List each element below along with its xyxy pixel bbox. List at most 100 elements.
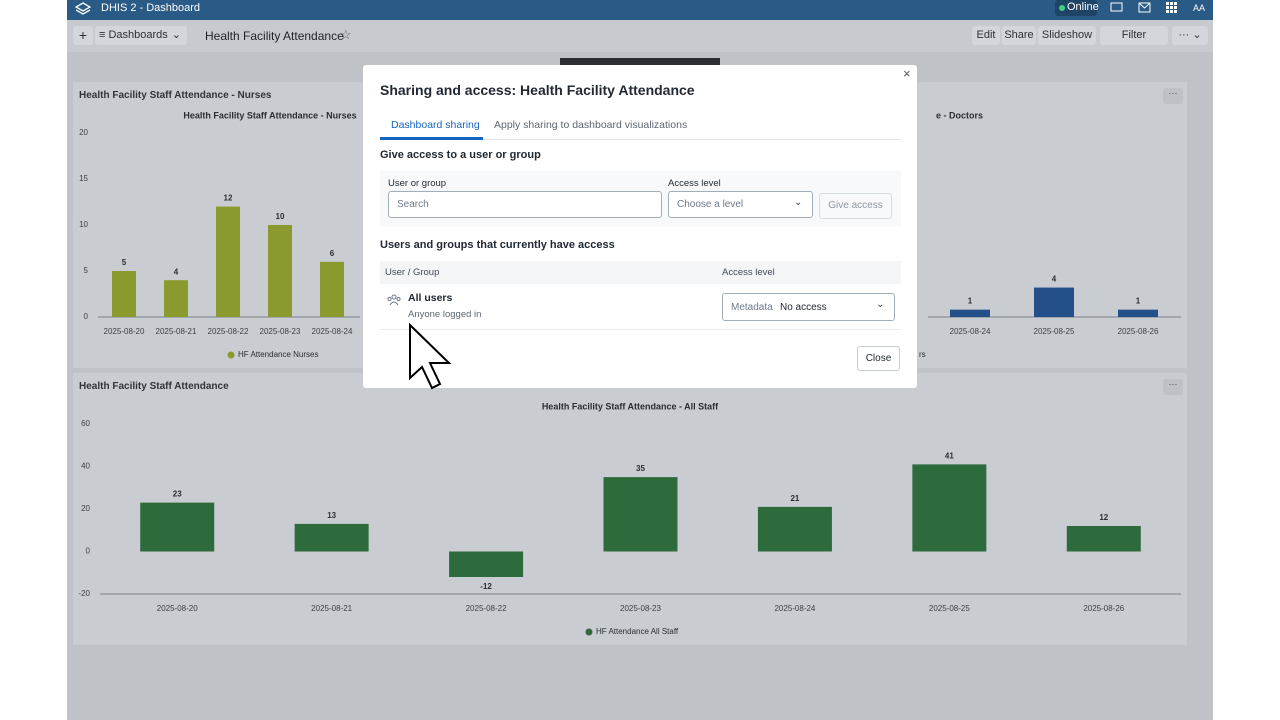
user-initials[interactable]: AA — [1193, 3, 1206, 13]
bar — [1066, 526, 1141, 552]
x-tick-label: 2025-08-23 — [620, 604, 661, 613]
give-access-button[interactable]: Give access — [819, 193, 892, 219]
y-tick-label: 20 — [79, 128, 88, 137]
data-label: -12 — [480, 582, 492, 591]
section-heading: Users and groups that currently have acc… — [380, 239, 615, 251]
legend-label: HF Attendance Nurses — [238, 350, 318, 359]
bar — [950, 309, 990, 317]
y-tick-label: 10 — [79, 220, 88, 229]
legend-label: HF Attendance All Staff — [596, 627, 679, 636]
x-tick-label: 2025-08-21 — [311, 604, 352, 613]
modal-title: Sharing and access: Health Facility Atte… — [380, 82, 695, 98]
data-label: 5 — [122, 258, 127, 267]
slideshow-button[interactable]: Slideshow — [1038, 26, 1096, 45]
tab[interactable]: Dashboard sharing — [391, 119, 480, 131]
bar — [216, 206, 240, 317]
bar — [603, 477, 678, 552]
share-button[interactable]: Share — [1002, 26, 1036, 45]
x-tick-label: 2025-08-23 — [260, 327, 301, 336]
apps-icon[interactable] — [1166, 2, 1177, 13]
bar — [140, 502, 215, 552]
dashboards-label: Dashboards — [108, 29, 168, 41]
bar — [294, 523, 369, 552]
data-label: 23 — [173, 490, 182, 499]
item-title: Health Facility Staff Attendance - Nurse… — [79, 90, 272, 101]
dashboards-menu[interactable]: ≡ Dashboards ⌄ — [95, 26, 187, 45]
x-tick-label: 2025-08-22 — [208, 327, 249, 336]
add-button[interactable]: + — [73, 26, 93, 45]
y-tick-label: 60 — [81, 419, 90, 428]
bar — [912, 464, 987, 552]
y-tick-label: 20 — [81, 504, 90, 513]
search-input[interactable]: Search — [388, 191, 662, 218]
group-icon — [387, 294, 401, 306]
chart-title: Health Facility Staff Attendance - Nurse… — [183, 110, 356, 120]
placeholder: Search — [397, 199, 429, 210]
x-tick-label: 2025-08-24 — [950, 327, 991, 336]
star-icon[interactable]: ☆ — [340, 27, 352, 42]
logo — [75, 2, 91, 15]
bar — [268, 225, 292, 317]
data-label: 12 — [224, 194, 233, 203]
y-tick-label: 15 — [79, 174, 88, 183]
select-prefix: Metadata — [731, 302, 773, 313]
more-button[interactable]: ··· ⌄ — [1172, 26, 1208, 45]
item-menu[interactable]: ··· — [1163, 379, 1183, 395]
header-icons — [1110, 2, 1177, 13]
y-tick-label: -20 — [78, 589, 90, 598]
bar — [1118, 309, 1158, 317]
x-tick-label: 2025-08-21 — [156, 327, 197, 336]
field-label: Access level — [668, 178, 721, 189]
data-label: 1 — [1136, 297, 1141, 306]
field-label: User or group — [388, 178, 447, 189]
legend-label: rs — [919, 350, 926, 359]
data-label: 13 — [327, 511, 336, 520]
edit-button[interactable]: Edit — [972, 26, 1000, 45]
section-heading: Give access to a user or group — [380, 149, 541, 161]
data-label: 4 — [174, 267, 179, 276]
chart-title: e - Doctors — [936, 110, 983, 120]
bar — [449, 551, 524, 577]
filter-button[interactable]: Filter — [1100, 26, 1168, 45]
column-header: Access level — [722, 267, 775, 278]
data-label: 4 — [1052, 275, 1057, 284]
legend-swatch — [585, 628, 593, 636]
bar — [757, 506, 832, 552]
select-value: No access — [780, 302, 827, 313]
legend-swatch — [227, 351, 235, 359]
status: Online — [1067, 1, 1099, 13]
placeholder: Choose a level — [677, 199, 744, 210]
y-tick-label: 0 — [86, 547, 91, 556]
x-tick-label: 2025-08-24 — [312, 327, 353, 336]
close-icon[interactable]: × — [903, 66, 911, 81]
mail-icon[interactable] — [1138, 2, 1151, 13]
item-menu[interactable]: ··· — [1163, 88, 1183, 104]
bar — [112, 271, 136, 317]
row-name: All users — [408, 292, 453, 304]
access-select[interactable]: Metadata No access ⌄ — [722, 293, 895, 321]
data-label: 41 — [945, 451, 954, 460]
level-select[interactable]: Choose a level ⌄ — [668, 191, 813, 218]
x-tick-label: 2025-08-26 — [1118, 327, 1159, 336]
divider — [380, 329, 901, 330]
x-tick-label: 2025-08-25 — [1034, 327, 1075, 336]
x-tick-label: 2025-08-26 — [1083, 604, 1124, 613]
divider — [380, 139, 901, 140]
data-label: 21 — [790, 494, 799, 503]
x-tick-label: 2025-08-20 — [157, 604, 198, 613]
tab[interactable]: Apply sharing to dashboard visualization… — [494, 119, 688, 131]
status-badge: Online — [1055, 0, 1099, 16]
table-header — [380, 261, 901, 284]
cursor — [409, 322, 452, 390]
chart-title: Health Facility Staff Attendance - All S… — [542, 401, 719, 411]
filter-label: Filter — [1121, 29, 1147, 41]
close-button[interactable]: Close — [857, 346, 900, 371]
tooltip — [560, 58, 720, 65]
tab-indicator — [380, 137, 483, 140]
item-title: Health Facility Staff Attendance — [79, 381, 229, 392]
app-title: DHIS 2 - Dashboard — [101, 2, 201, 14]
dashboard-title: Health Facility Attendance — [205, 29, 344, 43]
messages-icon[interactable] — [1110, 2, 1123, 12]
